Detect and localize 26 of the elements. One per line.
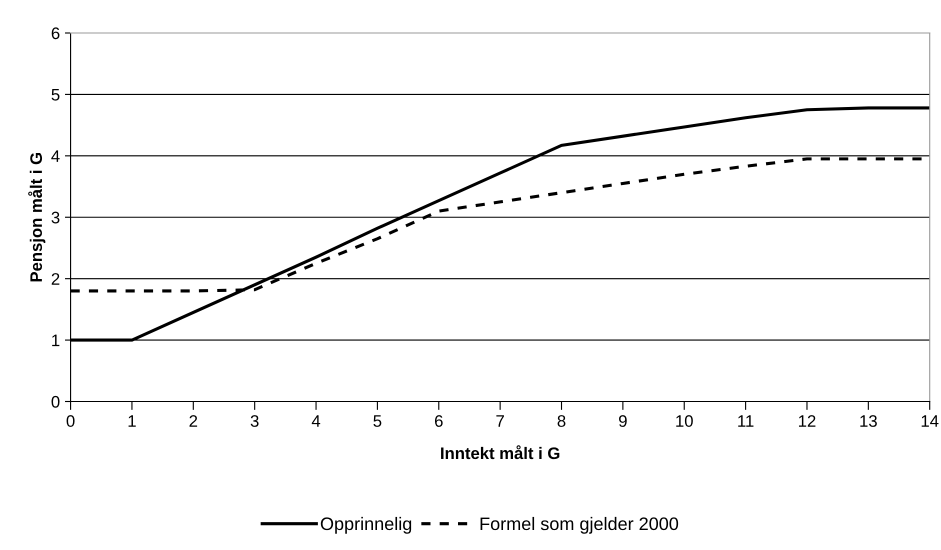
y-tick-label: 0 — [52, 396, 60, 408]
x-tick-label: 4 — [312, 415, 320, 427]
x-tick-label: 1 — [128, 415, 136, 427]
x-tick-label: 11 — [738, 415, 754, 427]
x-tick-label: 9 — [619, 415, 627, 427]
x-tick-label: 2 — [190, 415, 198, 427]
y-tick-label: 3 — [52, 212, 60, 224]
y-tick-label: 2 — [52, 273, 60, 285]
y-tick-label: 5 — [52, 88, 60, 101]
x-tick-label: 12 — [798, 415, 816, 427]
x-tick-label: 3 — [250, 415, 259, 427]
x-tick-label: 8 — [558, 415, 566, 427]
x-axis-title: Inntekt målt i G — [441, 445, 560, 460]
legend-label: Formel som gjelder 2000 — [480, 516, 678, 534]
x-tick-label: 14 — [922, 415, 938, 427]
y-tick-label: 1 — [52, 334, 60, 346]
x-tick-label: 13 — [860, 415, 877, 427]
y-tick-label: 6 — [52, 27, 60, 40]
x-tick-label: 0 — [66, 415, 75, 427]
x-tick-label: 5 — [373, 415, 382, 427]
y-axis-title: Pensjon målt i G — [28, 152, 46, 282]
x-tick-label: 6 — [434, 415, 443, 427]
legend-label: Opprinnelig — [320, 516, 412, 534]
x-tick-label: 10 — [676, 415, 693, 427]
x-tick-label: 7 — [496, 415, 504, 427]
y-tick-label: 4 — [51, 150, 60, 162]
